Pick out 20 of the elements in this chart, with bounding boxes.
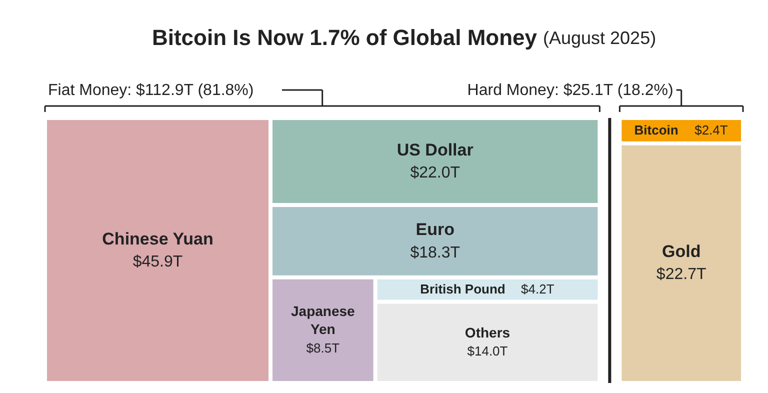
data-label: $8.5T <box>306 340 340 356</box>
category-label: Gold <box>662 242 701 262</box>
category-label: Euro <box>416 220 454 240</box>
data-label: $22.7T <box>656 266 706 284</box>
data-label: $18.3T <box>410 244 460 262</box>
text: (August 2025) <box>543 28 656 48</box>
category-label: US Dollar <box>396 140 474 160</box>
category-label: British Pound <box>420 282 506 297</box>
category-label: Japanese Yen <box>290 303 356 338</box>
data-label: $45.9T <box>132 254 183 271</box>
data-label: $2.4T <box>694 122 728 138</box>
category-label: Bitcoin <box>634 122 678 138</box>
text: Fiat Money: $112.9T (81.8%) <box>48 82 254 99</box>
data-label: $14.0T <box>467 343 508 358</box>
category-label: Chinese Yuan <box>102 229 214 248</box>
data-label: $22.0T <box>410 164 460 182</box>
category-label: Others <box>464 324 510 340</box>
text: Hard Money: $25.1T (18.2%) <box>467 82 674 99</box>
text: Bitcoin Is Now 1.7% of Global Money <box>152 25 538 50</box>
data-label: $4.2T <box>521 282 554 297</box>
